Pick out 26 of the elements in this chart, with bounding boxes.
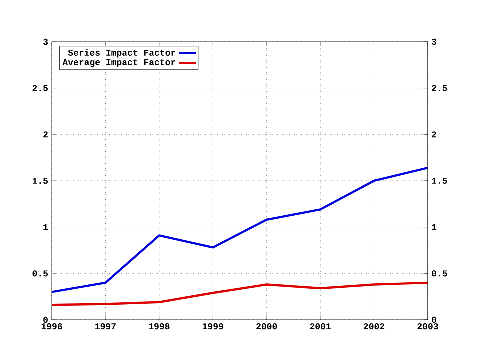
x-tick-label: 2003 xyxy=(418,324,438,330)
line-series xyxy=(52,166,428,294)
x-tick-label: 1997 xyxy=(96,324,116,330)
legend-label: Average Impact Factor xyxy=(62,59,176,68)
x-tick-label: 2001 xyxy=(310,324,331,330)
y-tick-label: 3 xyxy=(43,38,48,46)
legend-label: Series Impact Factor xyxy=(68,49,176,58)
y2-tick-label: 2.5 xyxy=(432,85,448,92)
y2-tick-label: 0 xyxy=(432,316,436,324)
y2-tick-label: 0.5 xyxy=(432,270,448,277)
line-series xyxy=(52,282,428,306)
y-tick-label: 0 xyxy=(44,316,48,324)
y-tick-label: 2 xyxy=(44,132,48,138)
y-tick-label: 0.5 xyxy=(32,270,48,277)
x-tick-label: 1996 xyxy=(42,324,62,330)
y2-tick-label: 1 xyxy=(432,224,437,230)
x-tick-label: 1998 xyxy=(149,324,170,330)
y-tick-label: 1.5 xyxy=(32,178,48,184)
y2-tick-label: 1.5 xyxy=(432,178,448,184)
x-tick-label: 2000 xyxy=(256,324,278,330)
y2-tick-label: 2 xyxy=(432,132,436,138)
x-tick-label: 2002 xyxy=(364,324,385,330)
y2-tick-label: 3 xyxy=(432,38,436,46)
y-tick-label: 1 xyxy=(44,224,48,230)
y-tick-label: 2.5 xyxy=(32,85,48,92)
x-tick-label: 1999 xyxy=(202,324,224,330)
